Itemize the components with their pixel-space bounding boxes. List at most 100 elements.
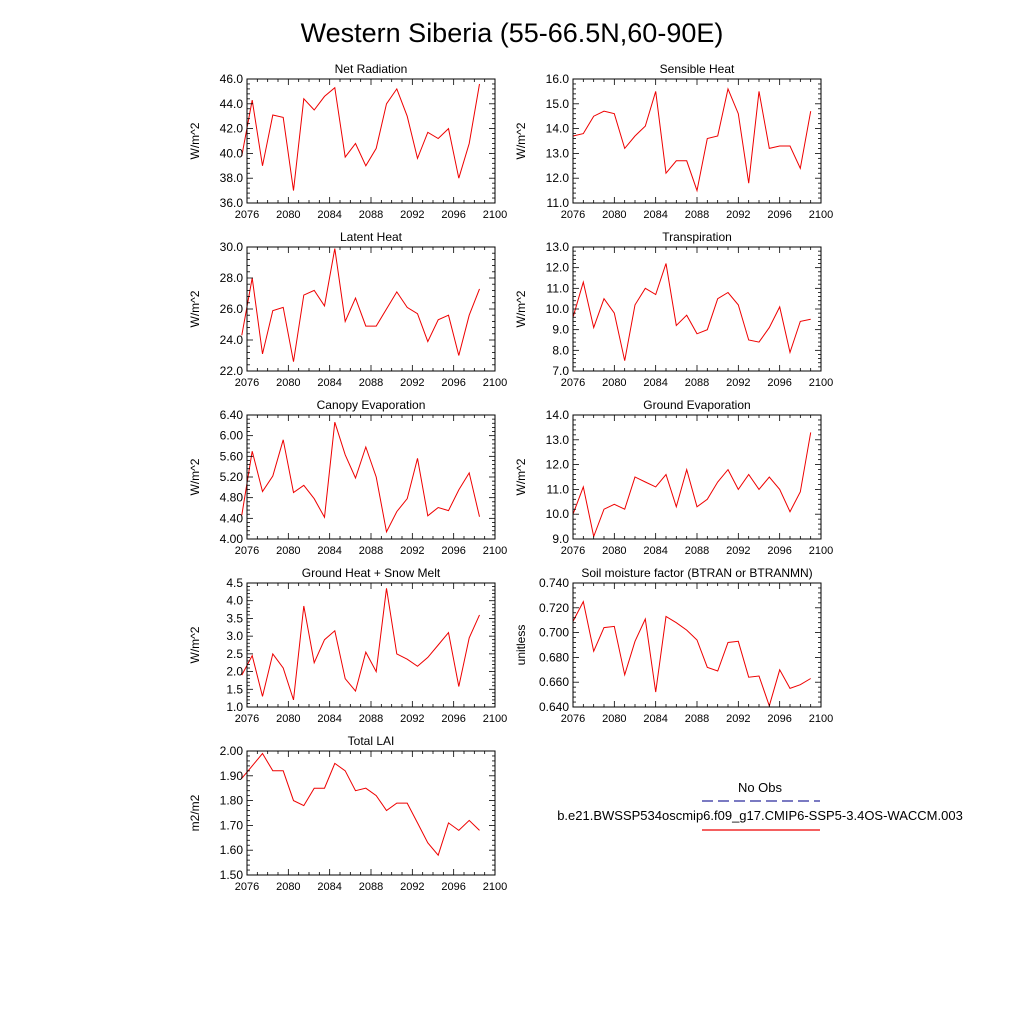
x-tick-label: 2092 (400, 713, 424, 725)
panel-title: Sensible Heat (660, 62, 735, 76)
y-tick-label: 22.0 (220, 364, 244, 378)
y-axis-label: W/m^2 (188, 122, 202, 159)
y-tick-label: 46.0 (220, 72, 244, 86)
y-tick-label: 9.0 (552, 532, 569, 546)
panel-5: Ground Evaporation W/m^2 2076 2080 2084 2088 2… (514, 398, 833, 557)
panel-title: Canopy Evaporation (317, 398, 426, 412)
x-tick-label: 2096 (767, 545, 791, 557)
x-tick-label: 2092 (726, 713, 750, 725)
x-tick-label: 2076 (561, 713, 585, 725)
x-tick-label: 2092 (726, 209, 750, 221)
y-tick-label: 28.0 (220, 271, 244, 285)
y-tick-label: 2.00 (220, 744, 244, 758)
plot-frame (246, 582, 496, 708)
x-tick-label: 2100 (809, 209, 833, 221)
x-tick-label: 2100 (809, 377, 833, 389)
panel-1: Sensible Heat W/m^2 2076 2080 2084 2088 2092 20… (514, 62, 833, 221)
x-tick-label: 2088 (685, 209, 709, 221)
x-tick-label: 2084 (317, 713, 341, 725)
x-tick-label: 2096 (767, 209, 791, 221)
x-tick-label: 2084 (317, 545, 341, 557)
y-tick-label: 13.0 (546, 146, 570, 160)
y-tick-label: 9.0 (552, 323, 569, 337)
x-tick-label: 2096 (441, 881, 465, 893)
x-tick-label: 2096 (767, 713, 791, 725)
x-tick-label: 2076 (235, 209, 259, 221)
y-tick-label: 36.0 (220, 196, 244, 210)
y-tick-label: 24.0 (220, 333, 244, 347)
x-tick-label: 2084 (643, 713, 667, 725)
y-tick-label: 4.00 (220, 532, 244, 546)
panel-title: Ground Evaporation (643, 398, 750, 412)
y-tick-label: 44.0 (220, 97, 244, 111)
x-tick-label: 2084 (643, 209, 667, 221)
x-tick-label: 2084 (317, 377, 341, 389)
y-tick-label: 1.50 (220, 868, 244, 882)
y-tick-label: 0.700 (539, 626, 569, 640)
x-tick-label: 2092 (726, 377, 750, 389)
y-tick-label: 14.0 (546, 122, 570, 136)
y-tick-label: 11.0 (547, 482, 570, 496)
x-tick-label: 2084 (643, 377, 667, 389)
y-tick-label: 1.60 (220, 843, 244, 857)
y-tick-label: 1.5 (226, 682, 243, 696)
panels: Net Radiation W/m^2 2076 2080 2084 2088 2092 20… (188, 62, 833, 893)
x-tick-label: 2100 (483, 209, 507, 221)
y-axis-label: W/m^2 (514, 458, 528, 495)
x-tick-label: 2076 (561, 377, 585, 389)
plot-frame (572, 246, 822, 372)
y-tick-label: 5.20 (220, 470, 244, 484)
x-tick-label: 2100 (483, 545, 507, 557)
x-tick-label: 2100 (483, 713, 507, 725)
x-tick-label: 2088 (685, 713, 709, 725)
x-tick-label: 2076 (561, 209, 585, 221)
y-tick-label: 2.0 (226, 665, 243, 679)
y-tick-label: 11.0 (547, 196, 570, 210)
x-tick-label: 2088 (359, 209, 383, 221)
panel-7: Soil moisture factor (BTRAN or BTRANMN) u… (514, 566, 833, 725)
y-tick-label: 4.80 (220, 491, 244, 505)
y-tick-label: 40.0 (220, 146, 244, 160)
y-tick-label: 12.0 (546, 171, 570, 185)
y-tick-label: 0.680 (539, 650, 569, 664)
x-tick-label: 2080 (602, 209, 626, 221)
figure-title: Western Siberia (55-66.5N,60-90E) (301, 18, 724, 48)
x-tick-label: 2100 (483, 377, 507, 389)
y-tick-label: 7.0 (552, 364, 569, 378)
x-tick-label: 2096 (441, 209, 465, 221)
y-tick-label: 15.0 (546, 97, 570, 111)
x-tick-label: 2088 (685, 377, 709, 389)
x-tick-label: 2080 (276, 209, 300, 221)
plot-frame (246, 750, 496, 876)
x-tick-label: 2080 (602, 377, 626, 389)
y-tick-label: 13.0 (546, 240, 570, 254)
panel-0: Net Radiation W/m^2 2076 2080 2084 2088 2092 20… (188, 62, 507, 221)
x-tick-label: 2096 (441, 713, 465, 725)
panel-4: Canopy Evaporation W/m^2 2076 2080 2084 2088 2… (188, 398, 507, 557)
y-tick-label: 0.660 (539, 675, 569, 689)
x-tick-label: 2092 (400, 545, 424, 557)
x-tick-label: 2076 (561, 545, 585, 557)
y-tick-label: 10.0 (546, 302, 570, 316)
y-tick-label: 30.0 (220, 240, 244, 254)
x-tick-label: 2092 (726, 545, 750, 557)
panel-title: Latent Heat (340, 230, 403, 244)
series-line (572, 87, 812, 193)
x-tick-label: 2092 (400, 881, 424, 893)
y-tick-label: 6.40 (220, 408, 244, 422)
x-tick-label: 2076 (235, 545, 259, 557)
panel-2: Latent Heat W/m^2 2076 2080 2084 2088 2092 2096… (188, 230, 507, 389)
series-line (572, 263, 811, 361)
plot-frame (572, 414, 822, 540)
y-tick-label: 3.0 (226, 629, 243, 643)
series-line (572, 432, 812, 539)
y-axis-label: W/m^2 (514, 290, 528, 327)
x-tick-label: 2092 (400, 377, 424, 389)
y-tick-label: 1.0 (226, 700, 243, 714)
legend: No Obs b.e21.BWSSP534oscmip6.f09_g17.CMI… (557, 780, 963, 831)
plot-frame (572, 582, 822, 708)
x-tick-label: 2100 (483, 881, 507, 893)
x-tick-label: 2096 (767, 377, 791, 389)
x-tick-label: 2080 (602, 713, 626, 725)
y-axis-label: unitless (514, 625, 528, 666)
